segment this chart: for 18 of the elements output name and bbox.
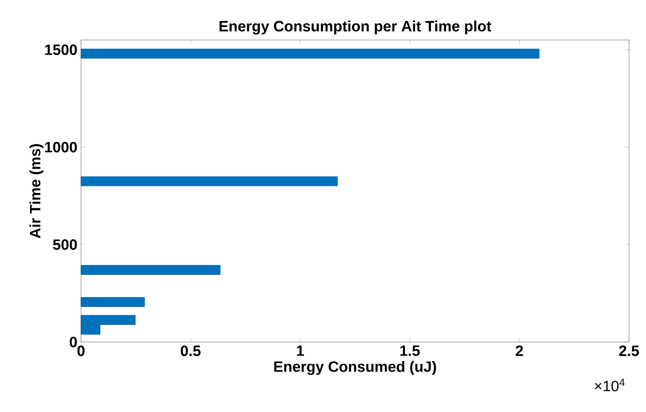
bar xyxy=(80,297,145,307)
bar xyxy=(80,176,338,186)
y-tick-label: 500 xyxy=(53,239,77,250)
x-axis-title: Energy Consumed (uJ) xyxy=(274,360,436,375)
text: ×10$^{4}$ xyxy=(594,378,625,392)
y-tick-label: 0 xyxy=(70,336,77,348)
x-tick-label: 2 xyxy=(516,346,523,356)
y-axis-title: Air Time (ms) xyxy=(29,144,44,238)
y-tick-label: 1500 xyxy=(45,44,77,56)
x-tick-label: 0.5 xyxy=(180,346,201,356)
x-tick-label: 1 xyxy=(296,346,304,356)
y-tick-label: 1000 xyxy=(45,142,77,152)
x-tick-label: 0 xyxy=(77,346,85,356)
x-tick-label: 2.5 xyxy=(619,346,639,356)
bar xyxy=(80,48,540,59)
chart-title: Energy Consumption per Ait Time plot xyxy=(220,20,492,35)
x-tick-label: 1.5 xyxy=(400,346,420,356)
bar xyxy=(80,265,220,275)
